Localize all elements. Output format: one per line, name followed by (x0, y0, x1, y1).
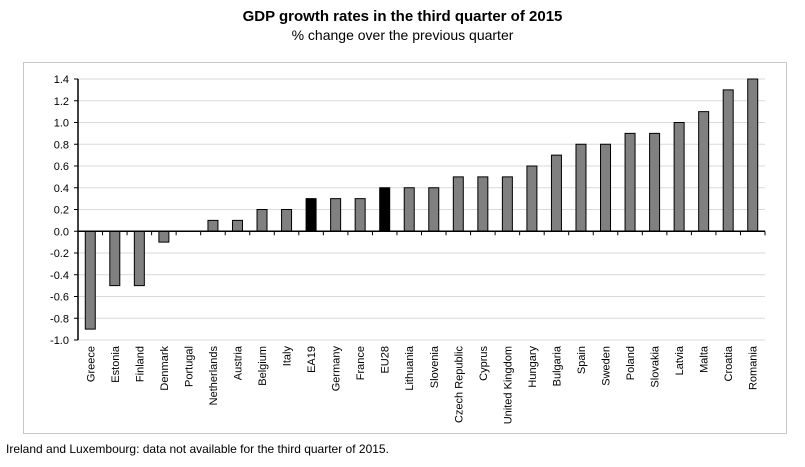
bar-greece (84, 230, 96, 330)
x-tick-label: Denmark (159, 346, 171, 391)
bar-bulgaria (550, 154, 562, 232)
bar-poland (624, 132, 636, 232)
x-tick-label: EU28 (380, 346, 392, 374)
bar-finland (133, 230, 145, 287)
x-tick-label: Poland (625, 346, 637, 380)
x-tick-label: Austria (232, 345, 244, 380)
x-tick-label: Belgium (257, 346, 269, 386)
x-tick-label: Germany (331, 346, 343, 392)
bar-eu28 (379, 187, 391, 232)
x-tick-label: Czech Republic (453, 346, 465, 424)
x-tick-label: Slovakia (650, 345, 662, 387)
bar-slovenia (428, 187, 440, 232)
y-tick-label: 0.0 (54, 226, 69, 238)
bar-cyprus (477, 176, 489, 232)
bar-austria (231, 219, 243, 232)
x-tick-label: Romania (748, 345, 760, 390)
bar-romania (747, 78, 759, 232)
x-tick-label: Slovenia (429, 345, 441, 388)
chart-subtitle: % change over the previous quarter (291, 27, 514, 43)
chart-frame (23, 62, 787, 434)
bar-united-kingdom (501, 176, 513, 232)
bar-italy (281, 209, 293, 232)
y-tick-label: -0.2 (50, 248, 69, 260)
y-tick-label: 0.8 (54, 139, 69, 151)
bar-hungary (526, 165, 538, 232)
footnote: Ireland and Luxembourg: data not availab… (6, 442, 389, 456)
y-tick-label: 1.2 (54, 96, 69, 108)
x-tick-label: Malta (699, 345, 711, 373)
bar-latvia (673, 122, 685, 232)
x-tick-label: Italy (282, 346, 294, 367)
bar-slovakia (649, 132, 661, 232)
bar-france (354, 198, 366, 232)
bar-spain (575, 143, 587, 232)
bar-ea19 (305, 198, 317, 232)
chart-title: GDP growth rates in the third quarter of… (242, 8, 563, 25)
x-tick-label: Bulgaria (551, 345, 563, 386)
bar-denmark (158, 230, 170, 243)
x-tick-label: Spain (576, 346, 588, 374)
bar-belgium (256, 209, 268, 232)
x-tick-label: United Kingdom (502, 346, 514, 424)
bar-czech-republic (452, 176, 464, 232)
y-tick-label: -0.6 (50, 292, 69, 304)
x-tick-label: Greece (85, 346, 97, 382)
x-tick-label: Sweden (601, 346, 613, 386)
y-tick-label: 0.4 (54, 183, 69, 195)
y-tick-label: 0.2 (54, 205, 69, 217)
x-tick-label: Latvia (674, 345, 686, 375)
x-tick-label: Estonia (110, 345, 122, 383)
y-tick-label: 1.4 (54, 74, 69, 86)
x-tick-label: France (355, 346, 367, 380)
x-tick-label: Portugal (183, 346, 195, 387)
x-tick-label: Lithuania (404, 345, 416, 391)
x-tick-label: Netherlands (208, 346, 220, 406)
x-tick-label: Croatia (723, 345, 735, 381)
bar-estonia (109, 230, 121, 287)
x-tick-label: Hungary (527, 346, 539, 388)
y-tick-label: -0.8 (50, 313, 69, 325)
x-tick-label: EA19 (306, 346, 318, 373)
y-tick-label: -1.0 (50, 335, 69, 347)
y-tick-label: -0.4 (50, 270, 69, 282)
y-tick-label: 0.6 (54, 161, 69, 173)
bar-croatia (722, 89, 734, 232)
y-tick-label: 1.0 (54, 118, 69, 130)
x-tick-label: Cyprus (478, 346, 490, 381)
bar-lithuania (403, 187, 415, 232)
bar-netherlands (207, 219, 219, 232)
x-tick-label: Finland (134, 346, 146, 382)
bar-germany (330, 198, 342, 232)
bar-sweden (600, 143, 612, 232)
bar-malta (698, 111, 710, 232)
